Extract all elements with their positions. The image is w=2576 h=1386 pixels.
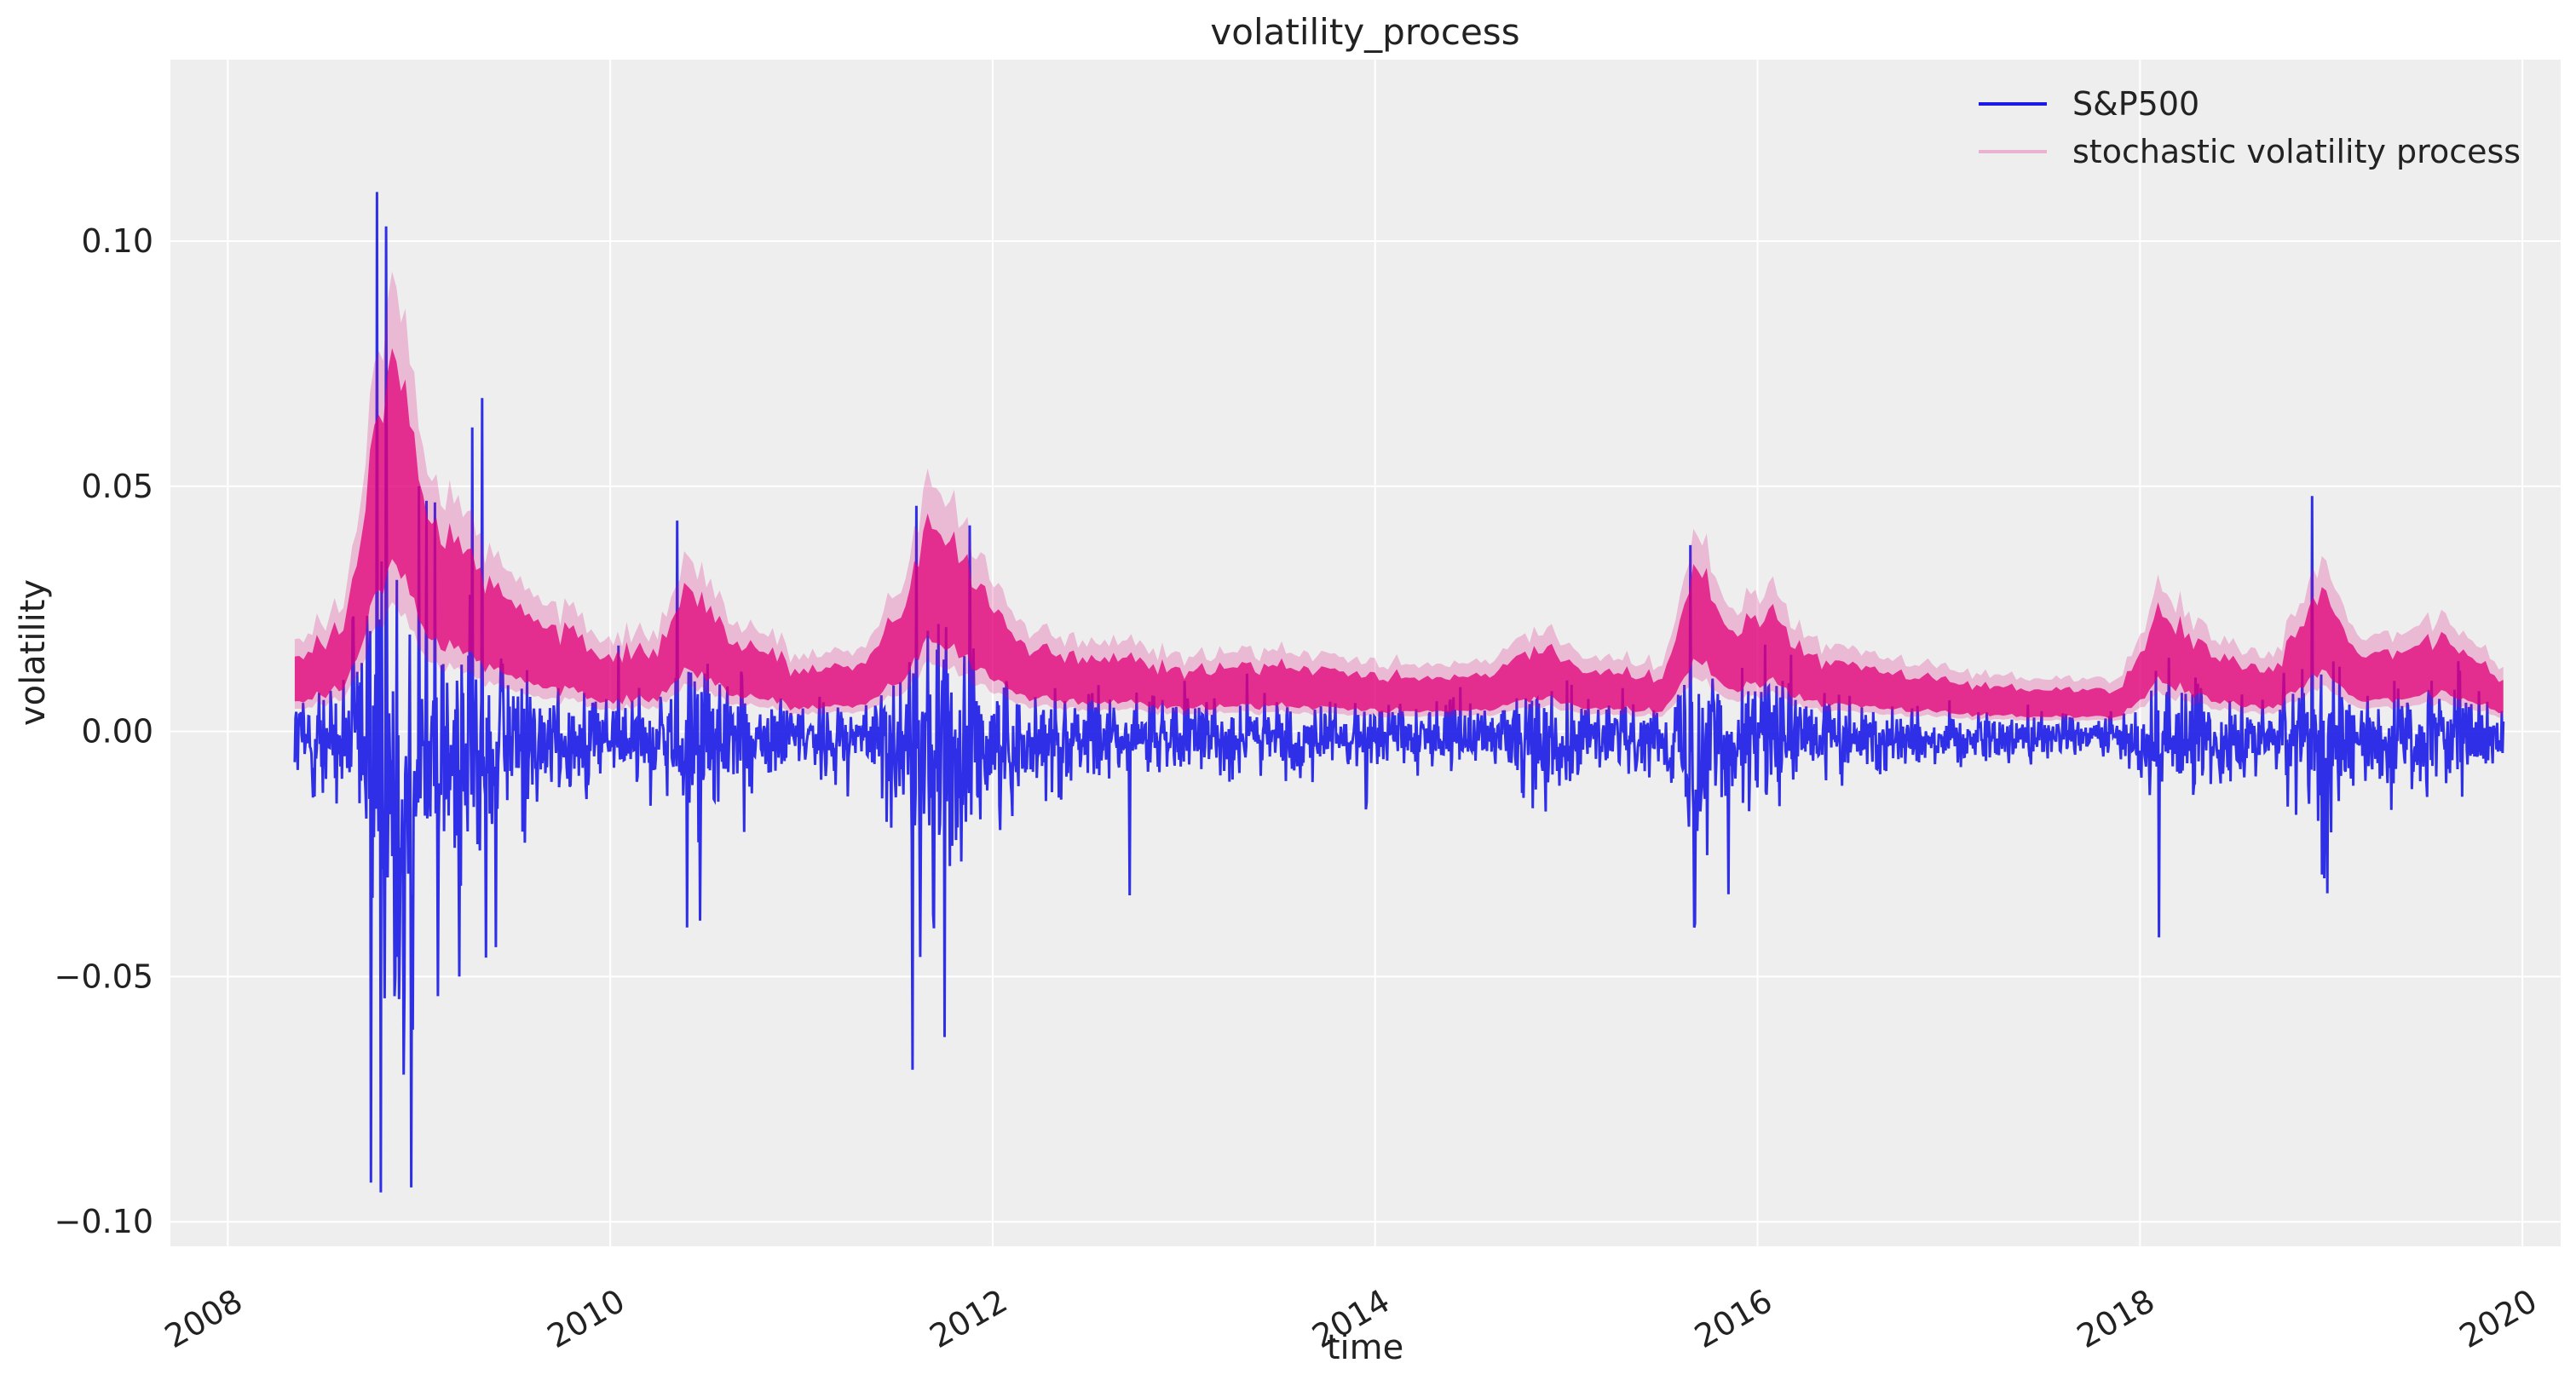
y-tick-label: 0.00 <box>81 713 153 751</box>
grid <box>170 60 2561 1246</box>
legend-label-volatility: stochastic volatility process <box>2072 133 2521 170</box>
legend: S&P500 stochastic volatility process <box>1979 85 2521 170</box>
volatility-band-layer <box>294 271 2504 722</box>
legend-label-sp500: S&P500 <box>2072 85 2199 123</box>
sp500-line-layer <box>293 192 2505 1193</box>
x-axis-label: time <box>1327 1328 1403 1367</box>
y-axis-ticks: −0.10 −0.05 0.00 0.05 0.10 <box>55 222 153 1240</box>
volatility-band-inner <box>294 348 2504 719</box>
y-axis-label: volatility <box>14 579 53 726</box>
chart-title: volatility_process <box>1210 11 1519 53</box>
y-tick-label: 0.05 <box>81 468 153 505</box>
y-tick-label: −0.05 <box>55 958 153 995</box>
y-tick-label: 0.10 <box>81 222 153 260</box>
sp500-line <box>293 192 2505 1193</box>
y-tick-label: −0.10 <box>55 1203 153 1240</box>
